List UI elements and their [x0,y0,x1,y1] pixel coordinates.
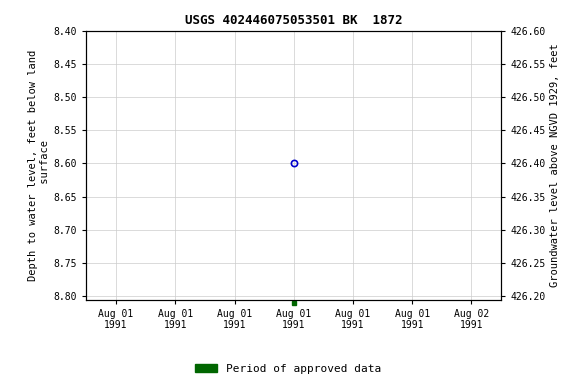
Y-axis label: Groundwater level above NGVD 1929, feet: Groundwater level above NGVD 1929, feet [550,43,559,287]
Y-axis label: Depth to water level, feet below land
 surface: Depth to water level, feet below land su… [28,50,50,281]
Title: USGS 402446075053501 BK  1872: USGS 402446075053501 BK 1872 [185,14,403,27]
Legend: Period of approved data: Period of approved data [191,359,385,379]
